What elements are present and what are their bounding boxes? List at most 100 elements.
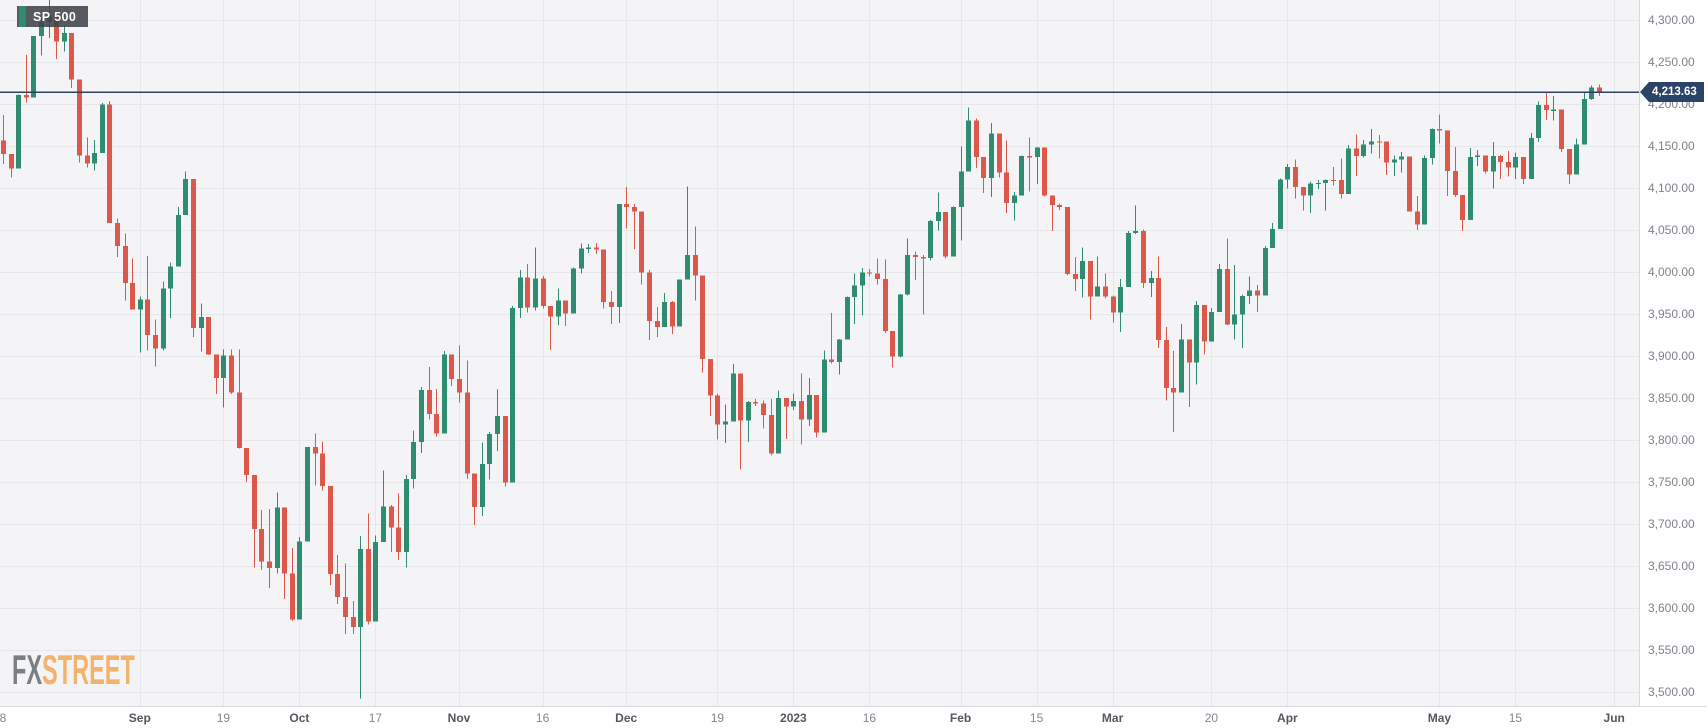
candle [1194, 300, 1199, 385]
candle [563, 300, 568, 327]
candle [1346, 145, 1351, 195]
candle [1483, 155, 1488, 174]
plot-area[interactable]: FXSTREET SP 500 [0, 0, 1639, 706]
candle [1240, 294, 1245, 348]
candle [199, 303, 204, 352]
candle [1004, 140, 1009, 213]
candle [617, 204, 622, 324]
candle [1521, 157, 1526, 185]
candle [1065, 207, 1070, 276]
candle [465, 360, 470, 480]
candle [107, 100, 112, 224]
candle [867, 268, 872, 277]
candle [214, 354, 219, 395]
candle [9, 153, 14, 178]
candle [1042, 147, 1047, 197]
candle [1407, 156, 1412, 212]
candlestick-chart-svg [0, 0, 1639, 706]
candle [153, 319, 158, 367]
price-axis-label: 4,300.00 [1648, 12, 1695, 27]
candle [594, 242, 599, 255]
candle [814, 394, 819, 438]
candle [989, 123, 994, 198]
candle [715, 393, 720, 440]
candle [791, 393, 796, 411]
candle [655, 307, 660, 337]
candle [1088, 261, 1093, 320]
candle [130, 258, 135, 310]
candle [1384, 141, 1389, 176]
candle [1422, 155, 1427, 225]
price-axis-label: 3,500.00 [1648, 684, 1695, 699]
candle [639, 211, 644, 285]
price-axis-label: 4,050.00 [1648, 222, 1695, 237]
candle [259, 510, 264, 570]
candle [31, 35, 36, 98]
candle [1301, 186, 1306, 211]
candle [723, 404, 728, 444]
candle [366, 513, 371, 625]
time-axis-label: Mar [1101, 711, 1124, 725]
current-price-tag: 4,213.63 [1640, 82, 1704, 103]
candle [77, 79, 82, 163]
candle [1445, 130, 1450, 197]
price-axis[interactable]: 4,213.63 4,300.00 4,250.00 4,200.00 4,150.0… [1639, 0, 1707, 706]
candle [1179, 324, 1184, 393]
candle [1141, 229, 1146, 289]
candle [1118, 279, 1123, 332]
price-axis-label: 4,000.00 [1648, 264, 1695, 279]
candle [936, 192, 941, 231]
gridlines [0, 0, 1639, 706]
time-axis-label: 19 [216, 711, 231, 725]
candle [731, 364, 736, 422]
candle [191, 178, 196, 338]
candle [1339, 158, 1344, 199]
candle [898, 294, 903, 358]
candle [183, 171, 188, 215]
candle [1323, 179, 1328, 211]
candle [1171, 351, 1176, 433]
candle [1506, 150, 1511, 177]
candle [252, 474, 257, 568]
candle [928, 219, 933, 261]
candle [632, 203, 637, 250]
candle [1354, 134, 1359, 176]
candle [427, 367, 432, 420]
candle [237, 349, 242, 449]
candle [1491, 141, 1496, 189]
candle [685, 186, 690, 280]
candle [769, 398, 774, 456]
candle [1399, 151, 1404, 173]
time-axis-label: 8 [0, 711, 7, 725]
symbol-legend[interactable]: SP 500 [17, 6, 89, 27]
candle [1019, 155, 1024, 196]
candle [1209, 307, 1214, 342]
price-axis-label: 3,750.00 [1648, 474, 1695, 489]
time-axis-label: 15 [1508, 711, 1523, 725]
candle [738, 373, 743, 470]
candle [981, 156, 986, 194]
candle [890, 331, 895, 368]
candle [1278, 178, 1283, 229]
candle [1149, 271, 1154, 297]
candle [693, 226, 698, 301]
candle [442, 350, 447, 434]
candle [1012, 192, 1017, 221]
candle [290, 547, 295, 621]
time-axis-label: 20 [1204, 711, 1219, 725]
candle [700, 275, 705, 373]
candle [1582, 92, 1587, 145]
candle [404, 474, 409, 568]
time-axis-label: 17 [368, 711, 383, 725]
candle [244, 447, 249, 482]
candle [449, 354, 454, 386]
candle [1057, 203, 1062, 211]
candle [313, 433, 318, 486]
candle [62, 25, 67, 52]
candle [206, 316, 211, 356]
candle [495, 389, 500, 452]
time-axis[interactable]: 8 Sep 19 Oct 17 Nov 16 Dec 19 2023 16 Feb 15 Mar 20 Apr… [0, 706, 1707, 728]
candle [503, 415, 508, 487]
candle [1551, 95, 1556, 121]
candle [943, 212, 948, 259]
